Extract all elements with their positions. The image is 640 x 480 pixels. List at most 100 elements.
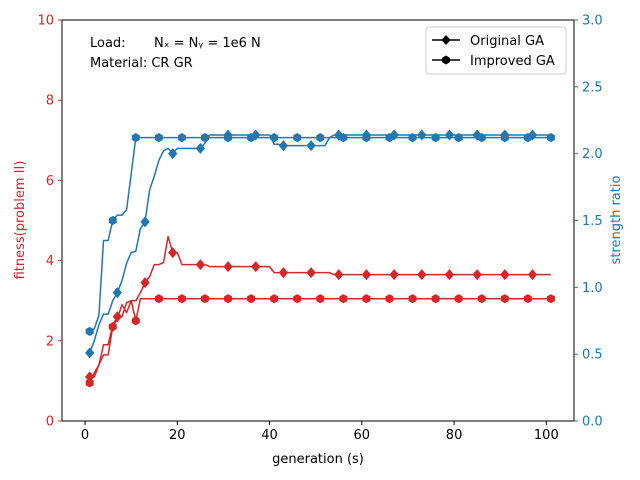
left-y-tick-label: 8 — [46, 94, 54, 109]
data-point-left-improved — [339, 294, 348, 304]
data-point-right-original — [112, 287, 123, 299]
data-point-right-original — [278, 140, 289, 152]
data-point-left-improved — [224, 294, 233, 304]
left-y-axis-label: fitness(problem II) — [13, 161, 28, 280]
data-point-right-improved — [362, 133, 371, 143]
data-point-right-improved — [500, 133, 509, 143]
data-point-left-improved — [477, 294, 486, 304]
data-point-left-improved — [408, 294, 417, 304]
data-point-left-improved — [362, 294, 371, 304]
data-point-left-improved — [546, 294, 555, 304]
right-y-tick-label: 1.5 — [582, 214, 603, 229]
data-point-left-improved — [523, 294, 532, 304]
data-point-right-improved — [270, 133, 279, 143]
data-point-left-improved — [108, 322, 117, 332]
legend-frame — [425, 26, 567, 75]
legend-hexagon-marker — [442, 55, 450, 65]
data-point-right-improved — [316, 133, 325, 143]
data-point-right-improved — [339, 133, 348, 143]
data-point-left-original — [389, 269, 399, 281]
data-point-left-improved — [154, 294, 163, 304]
data-point-left-improved — [293, 294, 302, 304]
right-y-axis-label: strength ratio — [609, 176, 624, 265]
annotation-material: Material: CR GR — [90, 56, 193, 71]
right-y-tick-label: 1.0 — [582, 281, 603, 296]
data-point-left-improved — [131, 316, 140, 326]
data-point-right-original — [140, 216, 150, 228]
annotation-box: Load: Nₓ = Nᵧ = 1e6 N Material: CR GR — [90, 36, 261, 71]
data-point-right-improved — [523, 133, 532, 143]
data-point-right-improved — [247, 133, 256, 143]
data-point-left-original — [334, 269, 344, 281]
right-y-tick-label: 2.5 — [582, 80, 603, 95]
legend-diamond-marker — [441, 35, 451, 45]
data-point-left-improved — [247, 294, 256, 304]
right-y-tick-label: 0.5 — [582, 348, 603, 363]
data-point-left-original — [140, 277, 150, 289]
x-tick-label: 100 — [534, 428, 559, 443]
data-point-right-improved — [431, 133, 440, 143]
data-point-left-original — [417, 269, 427, 281]
right-y-tick-label: 3.0 — [582, 14, 603, 29]
left-y-tick-label: 6 — [46, 174, 54, 189]
left-y-tick-label: 4 — [46, 254, 54, 269]
data-point-left-original — [444, 269, 455, 281]
data-point-right-original — [306, 140, 316, 152]
annotation-load-value: Nₓ = Nᵧ = 1e6 N — [154, 36, 261, 51]
data-point-right-improved — [85, 326, 94, 337]
left-y-tick-label: 0 — [46, 415, 54, 430]
x-tick-label: 80 — [446, 428, 463, 443]
data-point-left-improved — [431, 294, 440, 304]
right-y-tick-label: 0.0 — [582, 415, 603, 430]
data-point-left-improved — [85, 378, 94, 388]
legend-label-original: Original GA — [470, 34, 544, 49]
data-point-right-improved — [546, 133, 555, 143]
data-point-left-original — [85, 371, 95, 383]
x-tick-label: 0 — [81, 428, 89, 443]
right-y-tick-label: 2.0 — [582, 147, 603, 162]
data-point-left-original — [361, 269, 372, 281]
data-point-left-improved — [177, 294, 186, 304]
data-point-left-original — [527, 269, 538, 281]
data-point-right-improved — [177, 133, 186, 143]
data-point-left-improved — [385, 294, 394, 304]
data-point-right-improved — [131, 133, 140, 143]
data-point-right-improved — [477, 133, 486, 143]
data-point-right-improved — [201, 133, 209, 143]
data-point-left-original — [195, 259, 206, 271]
data-point-right-original — [85, 347, 95, 359]
left-y-tick-label: 10 — [37, 14, 54, 29]
data-point-left-improved — [201, 294, 209, 304]
data-point-left-original — [500, 269, 510, 281]
data-point-right-improved — [408, 133, 417, 143]
data-point-left-original — [168, 247, 178, 259]
x-tick-label: 40 — [261, 428, 278, 443]
data-point-right-improved — [454, 133, 463, 143]
data-point-right-improved — [154, 133, 163, 143]
data-point-left-original — [251, 261, 261, 273]
annotation-load-label: Load: — [90, 36, 126, 51]
axes: 0 20 40 60 80 100 0 2 4 6 8 10 0.0 0.5 1.0 1.5 2.0 2.5 3.0 — [37, 14, 602, 444]
data-point-left-improved — [316, 294, 325, 304]
legend-label-improved: Improved GA — [470, 54, 555, 69]
legend: Original GA Improved GA — [425, 26, 567, 75]
data-point-left-improved — [270, 294, 279, 304]
data-point-left-improved — [454, 294, 463, 304]
data-point-left-original — [278, 267, 289, 279]
x-axis-label: generation (s) — [272, 452, 364, 467]
data-point-right-original — [168, 148, 178, 160]
data-point-right-improved — [108, 215, 117, 226]
data-point-right-improved — [293, 133, 302, 143]
data-point-left-improved — [500, 294, 509, 304]
data-point-left-original — [306, 267, 316, 279]
x-tick-label: 60 — [354, 428, 371, 443]
data-point-right-improved — [224, 133, 233, 143]
data-point-left-original — [223, 261, 233, 273]
left-y-tick-label: 2 — [46, 334, 54, 349]
data-point-right-original — [195, 142, 206, 154]
plot-area — [85, 129, 555, 388]
x-tick-label: 20 — [169, 428, 186, 443]
data-point-left-original — [472, 269, 482, 281]
data-point-right-improved — [385, 133, 394, 143]
